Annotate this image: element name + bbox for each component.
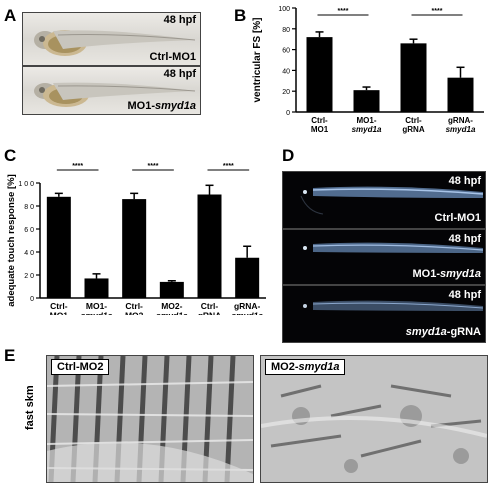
bar (46, 196, 71, 298)
condition-gene: smyd1a (440, 268, 481, 280)
significance-stars: **** (148, 163, 159, 170)
category-label-line2: gRNA (402, 125, 424, 134)
bar (447, 77, 474, 112)
significance-stars: **** (72, 163, 83, 170)
zebrafish-larva-figure (34, 82, 196, 107)
condition-label: MO2-smyd1a (265, 359, 346, 375)
y-tick-label: 0 (286, 110, 290, 117)
y-tick-label: 8 0 (24, 204, 34, 211)
bar (84, 278, 109, 298)
fluorescence-image-mo1-smyd1a: 48 hpf MO1-smyd1a (282, 229, 486, 285)
category-label-line2: smyd1a (231, 311, 263, 316)
stage-label: 48 hpf (448, 289, 481, 301)
panel-letter-b: B (234, 6, 247, 25)
zebrafish-image-ctrl-mo1: 48 hpf Ctrl-MO1 (22, 12, 201, 66)
bar (197, 194, 222, 298)
category-label-line1: Ctrl- (405, 116, 422, 125)
bar (400, 43, 427, 112)
row-label-fast-skm: fast skm (24, 385, 36, 430)
y-tick-label: 6 0 (24, 227, 34, 234)
condition-text: MO1- (412, 268, 441, 280)
category-label-line1: gRNA- (448, 116, 473, 125)
bar (235, 257, 260, 298)
y-tick-label: 60 (282, 48, 290, 55)
category-label-line1: Ctrl- (201, 301, 219, 311)
y-tick-label: 20 (282, 89, 290, 96)
em-image-mo2-smyd1a: MO2-smyd1a (260, 355, 488, 483)
significance-stars: **** (223, 163, 234, 170)
stage-label: 48 hpf (163, 68, 196, 80)
fluorescent-larva-figure (303, 242, 484, 253)
category-label-line1: Ctrl- (311, 116, 328, 125)
condition-text: -gRNA (446, 326, 481, 338)
y-tick-label: 1 0 0 (18, 181, 34, 188)
category-label-line2: MO2 (125, 311, 144, 316)
panel-letter-c: C (4, 146, 17, 165)
category-label-line1: MO1- (86, 301, 107, 311)
condition-text: Ctrl-MO1 (434, 212, 481, 224)
zebrafish-larva-figure (34, 30, 196, 56)
condition-text: Ctrl-MO2 (57, 361, 104, 373)
y-axis-label: ventricular FS [%] (252, 17, 263, 102)
em-image-ctrl-mo2: Ctrl-MO2 (46, 355, 254, 483)
sarcomere-pattern (47, 356, 253, 482)
y-tick-label: 2 0 (24, 273, 34, 280)
significance-stars: **** (432, 8, 443, 15)
condition-gene: smyd1a (155, 100, 196, 112)
condition-label: Ctrl-MO2 (51, 359, 110, 375)
panel-letter-e: E (4, 346, 16, 365)
condition-label: Ctrl-MO1 (435, 212, 481, 224)
panel-letter-d: D (282, 146, 295, 165)
bar (306, 37, 333, 113)
category-label-line2: smyd1a (81, 311, 113, 316)
condition-text: MO2- (271, 361, 299, 373)
stage-label: 48 hpf (163, 14, 196, 26)
fluorescent-larva-figure (300, 186, 484, 215)
y-tick-label: 80 (282, 27, 290, 34)
y-axis-label: adequate touch response [%] (6, 174, 17, 307)
panel-letter-a: A (4, 6, 17, 25)
condition-gene: smyd1a (405, 326, 447, 338)
condition-gene: smyd1a (298, 361, 340, 373)
fluorescence-image-ctrl-mo1: 48 hpf Ctrl-MO1 (282, 171, 486, 229)
y-tick-label: 40 (282, 68, 290, 75)
condition-label: Ctrl-MO1 (150, 51, 196, 63)
category-label-line1: gRNA- (234, 301, 261, 311)
category-label-line1: MO2- (161, 301, 182, 311)
bar (353, 90, 380, 112)
stage-label: 48 hpf (448, 175, 481, 187)
category-label-line2: smyd1a (446, 125, 476, 134)
category-label-line2: MO1 (311, 125, 329, 134)
condition-text: MO1- (127, 100, 156, 112)
y-tick-label: 100 (278, 6, 290, 13)
disorganized-sarcomere-pattern (261, 356, 487, 482)
bar (159, 281, 184, 298)
category-label-line1: MO1- (357, 116, 377, 125)
fluorescence-image-smyd1a-grna: 48 hpf smyd1a-gRNA (282, 285, 486, 343)
zebrafish-image-mo1-smyd1a: 48 hpf MO1-smyd1a (22, 66, 201, 115)
category-label-line2: gRNA (198, 311, 222, 316)
condition-label: smyd1a-gRNA (406, 326, 481, 338)
category-label-line2: MO1 (50, 311, 69, 316)
y-tick-label: 4 0 (24, 250, 34, 257)
category-label-line2: smyd1a (352, 125, 382, 134)
bar (122, 199, 147, 298)
y-tick-label: 0 (30, 296, 34, 303)
significance-stars: **** (338, 8, 349, 15)
fluorescent-larva-figure (303, 300, 484, 311)
category-label-line2: smyd1a (156, 311, 188, 316)
category-label-line1: Ctrl- (125, 301, 143, 311)
condition-label: MO1-smyd1a (128, 100, 196, 112)
category-label-line1: Ctrl- (50, 301, 68, 311)
condition-text: Ctrl-MO1 (149, 51, 196, 63)
condition-label: MO1-smyd1a (413, 268, 481, 280)
stage-label: 48 hpf (448, 233, 481, 245)
